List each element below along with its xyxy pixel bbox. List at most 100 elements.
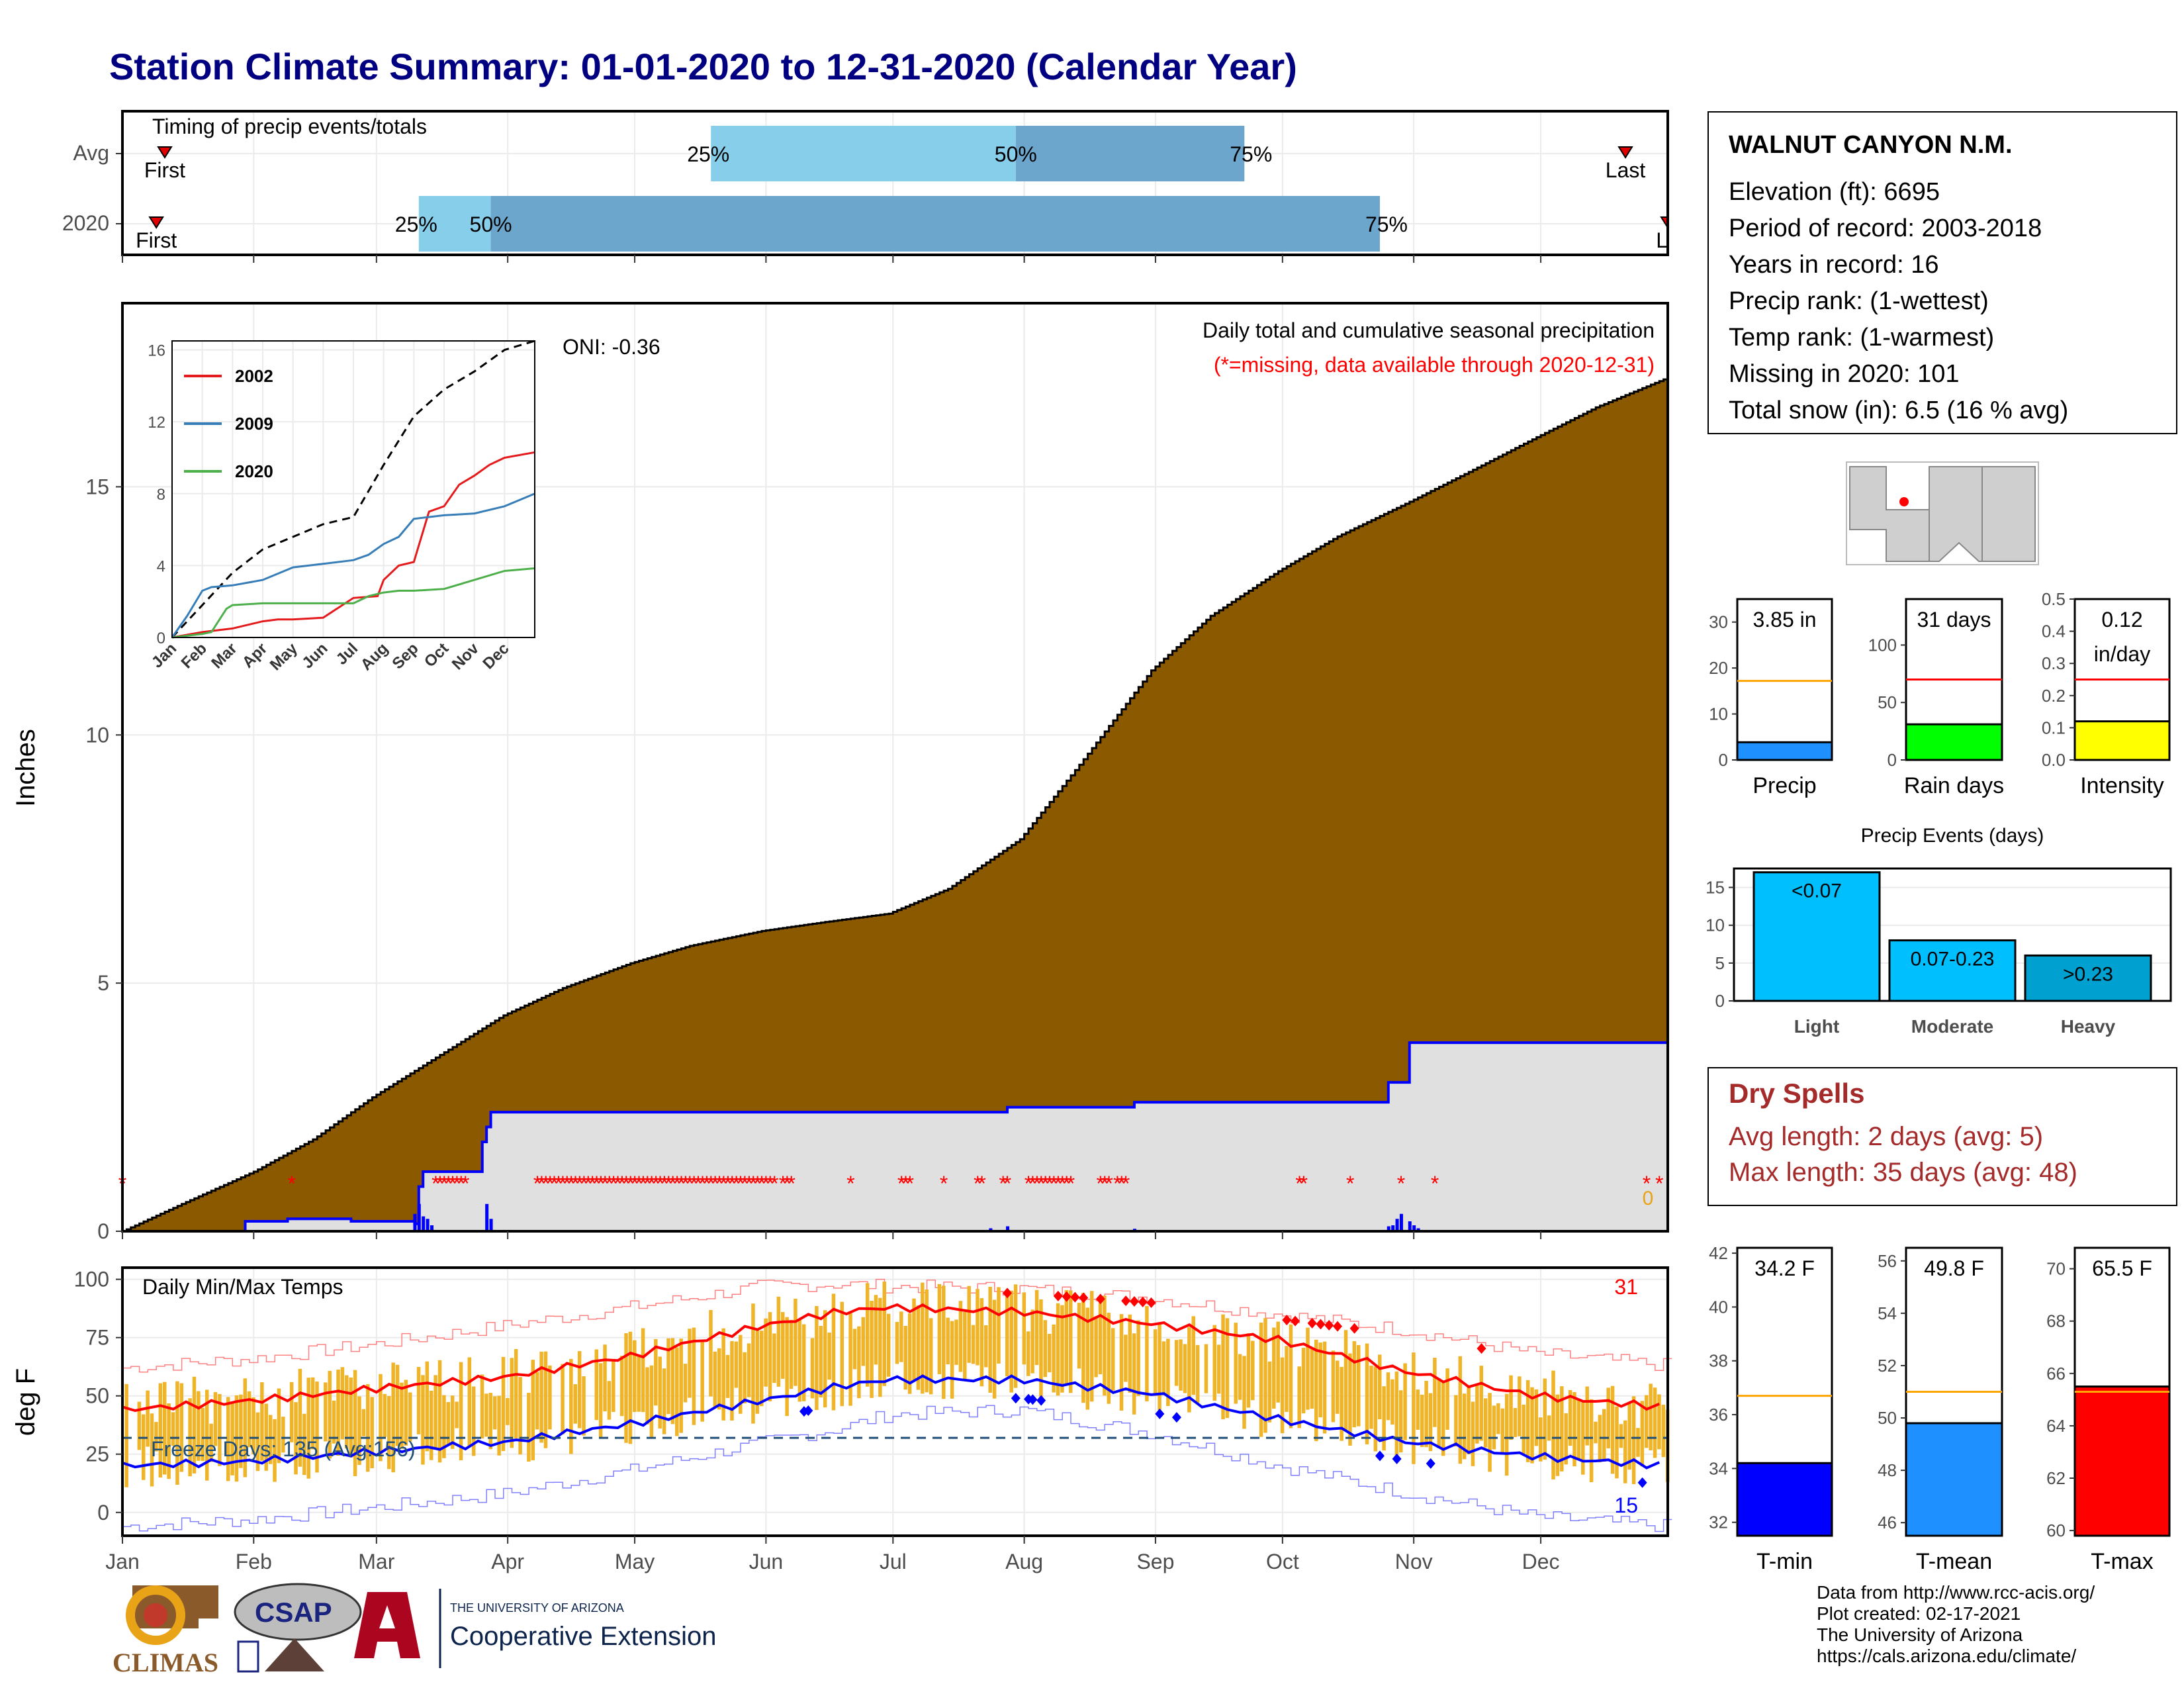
- temp-daily-bar: [1238, 1354, 1242, 1400]
- temp-cold-marker: [1011, 1393, 1021, 1404]
- temp-daily-bar: [281, 1417, 285, 1453]
- month-label: Dec: [1522, 1550, 1560, 1573]
- temp-daily-bar: [1572, 1391, 1576, 1467]
- temp-daily-bar: [1369, 1366, 1373, 1429]
- temp-hot-marker: [1062, 1291, 1071, 1302]
- cum-missing-marker: *: [440, 1172, 448, 1196]
- temp-freeze-label: Freeze Days: 135 (Avg:156): [151, 1437, 416, 1461]
- cum-2020-area: [122, 1040, 1668, 1231]
- month-label: Aug: [1005, 1550, 1043, 1573]
- temp-daily-bar: [1518, 1376, 1522, 1436]
- temp-daily-bar: [205, 1389, 209, 1481]
- summary-ytick-label: 64: [2046, 1416, 2066, 1436]
- temp-daily-bar: [539, 1351, 543, 1443]
- climas-logo-text: CLIMAS: [113, 1648, 218, 1677]
- temp-daily-bar: [815, 1306, 819, 1411]
- temp-daily-bar: [751, 1303, 755, 1424]
- temp-daily-bar: [1306, 1327, 1310, 1410]
- temp-daily-bar: [421, 1375, 425, 1465]
- temp-daily-bar: [1534, 1389, 1539, 1446]
- temp-daily-bar: [1568, 1389, 1572, 1446]
- temp-daily-bar: [1615, 1406, 1619, 1479]
- temp-daily-bar: [755, 1331, 760, 1414]
- temp-daily-bar: [865, 1283, 870, 1387]
- temp-daily-bar: [1043, 1320, 1048, 1378]
- summary-ytick-label: 62: [2046, 1468, 2066, 1488]
- inset-ytick-label: 12: [148, 414, 165, 432]
- temp-hot-marker: [1121, 1295, 1131, 1307]
- temp-daily-bar: [1267, 1361, 1272, 1423]
- inset-ytick-label: 4: [157, 557, 165, 575]
- temp-daily-bar: [976, 1289, 979, 1366]
- events-category-label: Heavy: [2061, 1016, 2116, 1037]
- temp-daily-bar: [670, 1338, 675, 1425]
- temp-daily-bar: [518, 1377, 522, 1455]
- temp-daily-bar: [633, 1340, 637, 1412]
- csap-logo: CSAP: [234, 1583, 362, 1673]
- temp-hot-marker: [1307, 1317, 1317, 1329]
- cum-missing-marker: *: [635, 1172, 643, 1196]
- dry-spells-box: Dry Spells Avg length: 2 days (avg: 5) M…: [1707, 1067, 2177, 1206]
- temp-daily-bar: [247, 1391, 251, 1448]
- temp-daily-bar: [548, 1365, 552, 1430]
- temp-daily-bar: [197, 1391, 201, 1461]
- temp-daily-bar: [776, 1296, 781, 1387]
- temp-hot-marker: [1003, 1288, 1013, 1299]
- cum-missing-marker: *: [749, 1172, 757, 1196]
- temp-daily-bar: [662, 1368, 666, 1434]
- cum-missing-marker: *: [901, 1172, 909, 1196]
- temp-daily-bar: [1454, 1395, 1458, 1447]
- cum-missing-marker: *: [762, 1172, 770, 1196]
- temp-daily-bar: [950, 1321, 954, 1399]
- temp-daily-bar: [768, 1312, 772, 1401]
- summary-ytick-label: 60: [2046, 1521, 2066, 1540]
- credits: Data from http://www.rcc-acis.org/ Plot …: [1817, 1582, 2095, 1667]
- temp-daily-bar: [794, 1298, 797, 1386]
- temp-daily-bar: [535, 1372, 539, 1430]
- cum-missing-marker: *: [732, 1172, 740, 1196]
- summary-ytick-label: 20: [1709, 658, 1728, 678]
- summary-ytick-label: 40: [1709, 1297, 1728, 1317]
- cum-missing-marker: *: [1655, 1172, 1663, 1196]
- cum-daily-bar: [1412, 1225, 1416, 1231]
- temp-daily-bar: [582, 1376, 586, 1436]
- cum-missing-marker: *: [1101, 1172, 1109, 1196]
- cum-missing-marker: *: [1118, 1172, 1126, 1196]
- temp-record-low-line: [122, 1405, 1672, 1532]
- temp-daily-bar: [688, 1329, 692, 1398]
- temp-daily-bar: [302, 1413, 306, 1476]
- inset-ytick-label: 0: [157, 630, 165, 647]
- cum-missing-marker: *: [711, 1172, 719, 1196]
- temp-daily-bar: [607, 1381, 612, 1420]
- temp-daily-bar: [1471, 1401, 1475, 1466]
- temp-daily-bar: [717, 1348, 721, 1410]
- cum-missing-marker: *: [592, 1172, 600, 1196]
- timing-q75-label: 75%: [1230, 142, 1272, 166]
- temp-daily-bar: [1276, 1321, 1280, 1403]
- temp-cold-marker: [1426, 1458, 1435, 1469]
- temp-daily-bar: [1259, 1322, 1263, 1437]
- temp-daily-bar: [882, 1282, 887, 1386]
- temp-daily-bar: [1289, 1324, 1293, 1429]
- temp-daily-bar: [1543, 1378, 1547, 1460]
- temp-daily-bar: [1661, 1405, 1666, 1458]
- cum-subtitle: (*=missing, data available through 2020-…: [1214, 353, 1655, 377]
- events-title: Precip Events (days): [1861, 825, 2044, 847]
- temp-hot-marker: [1333, 1321, 1343, 1332]
- temp-daily-bar: [878, 1297, 882, 1397]
- temp-daily-bar: [171, 1412, 175, 1446]
- summary-ytick-label: 54: [1878, 1303, 1897, 1323]
- timing-last-label: Last: [1606, 158, 1646, 182]
- temp-daily-bar: [895, 1321, 899, 1364]
- cum-missing-marker: *: [567, 1172, 575, 1196]
- temp-daily-bar: [1441, 1380, 1445, 1456]
- temp-daily-bar: [925, 1289, 929, 1393]
- credit-url: https://cals.arizona.edu/climate/: [1817, 1646, 2077, 1666]
- temp-daily-bar: [734, 1341, 739, 1388]
- temp-daily-bar: [1124, 1335, 1128, 1382]
- cum-missing-marker: *: [639, 1172, 647, 1196]
- temp-daily-bar: [1483, 1398, 1488, 1448]
- temp-daily-bar: [637, 1354, 641, 1412]
- cum-missing-marker: *: [664, 1172, 672, 1196]
- cum-daily-bar: [426, 1219, 430, 1231]
